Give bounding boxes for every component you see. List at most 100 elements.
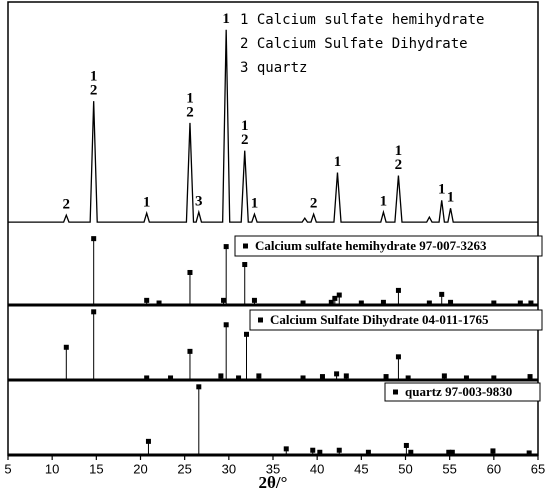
peak-label: 2 [186,104,194,120]
reference-marker [403,442,409,448]
peak-label: 1 [186,90,194,106]
x-tick-label: 10 [45,461,59,476]
reference-marker [145,438,151,444]
reference-marker [426,300,432,306]
peak-label: 3 [195,194,203,210]
reference-marker [383,374,389,380]
reference-marker [187,348,193,354]
x-tick-label: 25 [177,461,191,476]
reference-marker [328,299,334,305]
reference-marker [283,446,289,452]
legend-marker [393,389,398,395]
legend-marker [243,243,248,249]
x-axis-label: 2θ/° [259,473,288,492]
reference-marker [446,449,452,455]
peak-label: 2 [90,83,98,99]
legend-entry: quartz 97-003-9830 [405,384,512,399]
reference-marker [336,292,342,298]
x-tick-label: 15 [89,461,103,476]
reference-marker [256,373,262,379]
legend-box [234,235,543,257]
peak-label: 2 [63,197,71,213]
reference-marker [168,375,174,381]
reference-marker [517,300,523,306]
reference-marker [395,354,401,360]
reference-marker [244,331,249,337]
reference-marker [463,375,469,381]
reference-marker [405,375,411,381]
reference-marker [91,309,97,315]
peak-label: 2 [395,157,403,173]
peak-label: 1 [380,194,388,210]
peak-label: 1 [143,195,151,211]
x-tick-label: 60 [487,461,501,476]
legend-entry: Calcium sulfate hemihydrate 97-007-3263 [255,238,487,253]
reference-marker [310,447,316,453]
reference-marker [187,269,193,275]
legend-entry: 1 Calcium sulfate hemihydrate [240,12,484,28]
x-tick-label: 35 [266,461,280,476]
reference-marker [441,373,447,379]
reference-marker [317,449,323,455]
peak-label: 1 [438,182,446,198]
reference-marker [336,447,342,453]
x-tick-label: 20 [133,461,147,476]
reference-marker [242,262,248,268]
reference-marker [144,375,150,381]
reference-marker [334,371,340,377]
peak-label: 1 [222,11,230,27]
reference-marker [526,450,532,456]
reference-marker [144,297,150,303]
reference-marker [343,373,349,379]
reference-marker [449,449,455,455]
legend-entry: 3 quartz [240,60,307,76]
reference-marker [527,374,533,380]
reference-marker [251,297,257,303]
peak-label: 1 [241,118,249,134]
reference-marker [319,374,325,380]
reference-marker [223,322,229,328]
reference-marker [491,300,497,306]
reference-marker [439,291,445,297]
reference-marker [448,299,454,305]
x-tick-label: 40 [310,461,324,476]
reference-marker [156,300,162,306]
reference-marker [358,300,364,306]
reference-marker [365,449,371,455]
peak-label: 1 [90,69,98,85]
legend-box [384,382,541,402]
reference-marker [528,300,534,306]
peak-label: 2 [310,196,318,212]
peak-label: 1 [447,190,455,206]
x-tick-label: 30 [222,461,236,476]
reference-marker [395,287,401,293]
peak-label: 2 [241,132,249,148]
x-tick-label: 5 [4,461,11,476]
x-tick-label: 50 [398,461,412,476]
x-tick-label: 55 [442,461,456,476]
legend-entry: 2 Calcium Sulfate Dihydrate [240,36,468,52]
reference-marker [332,295,338,301]
reference-marker [221,297,227,303]
reference-marker [196,384,202,390]
reference-marker [63,344,69,350]
peak-label: 1 [334,154,342,170]
peak-label: 1 [395,143,403,159]
peak-label: 1 [251,196,259,212]
legend-marker [258,317,263,323]
x-tick-label: 45 [354,461,368,476]
reference-marker [91,236,97,242]
legend-box [249,309,543,331]
reference-marker [490,448,496,454]
reference-marker [408,449,414,455]
x-tick-label: 65 [531,461,545,476]
reference-marker [223,244,229,250]
reference-marker [236,375,242,381]
legend-entry: Calcium Sulfate Dihydrate 04-011-1765 [270,312,489,327]
reference-marker [218,373,224,379]
reference-marker [300,300,306,306]
reference-marker [491,375,497,381]
xrd-pattern [8,29,538,223]
reference-marker [300,375,306,381]
